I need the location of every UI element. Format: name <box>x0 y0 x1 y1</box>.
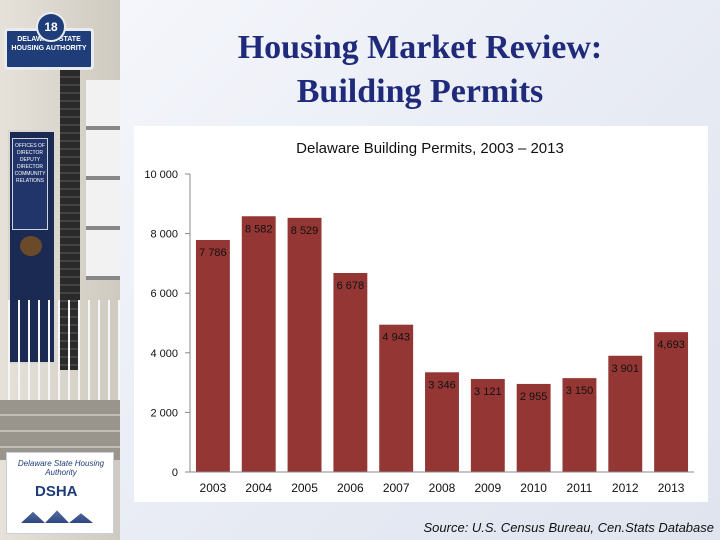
bar-2006 <box>333 272 368 472</box>
building-permits-chart: Delaware Building Permits, 2003 – 2013 0… <box>144 140 694 495</box>
bar-2005 <box>287 217 322 472</box>
window-shutter <box>60 70 80 370</box>
y-tick-label: 10 000 <box>144 169 178 181</box>
slide-title-line2: Building Permits <box>296 73 544 110</box>
slide-title: Housing Market Review: Building Permits <box>130 26 710 114</box>
x-tick-label: 2005 <box>291 481 318 495</box>
data-label-2008: 3 346 <box>428 379 456 391</box>
bar-2012 <box>608 355 643 472</box>
dsha-logo-arc-text: Delaware State Housing Authority <box>17 459 105 477</box>
data-label-2010: 2 955 <box>520 391 548 403</box>
y-tick-label: 4 000 <box>150 348 178 360</box>
x-tick-label: 2013 <box>658 481 685 495</box>
x-tick-label: 2003 <box>200 481 227 495</box>
source-note: Source: U.S. Census Bureau, Cen.Stats Da… <box>423 520 715 535</box>
x-tick-label: 2010 <box>520 481 547 495</box>
y-tick-label: 2 000 <box>150 407 178 419</box>
dsha-logo: Delaware State Housing Authority DSHA <box>6 452 114 534</box>
office-photo: DELAWARE STATE HOUSING AUTHORITY 18 OFFI… <box>0 0 120 540</box>
data-label-2005: 8 529 <box>291 225 319 237</box>
data-label-2009: 3 121 <box>474 386 502 398</box>
logo-houses-icon <box>21 510 93 523</box>
data-label-2006: 6 678 <box>337 280 365 292</box>
data-label-2003: 7 786 <box>199 247 227 259</box>
x-tick-label: 2007 <box>383 481 410 495</box>
data-label-2011: 3 150 <box>566 385 594 397</box>
bar-2004 <box>241 216 276 472</box>
bar-2007 <box>379 324 414 472</box>
data-label-2004: 8 582 <box>245 223 273 235</box>
office-window <box>86 80 120 280</box>
y-tick-label: 6 000 <box>150 288 178 300</box>
dsha-logo-text: DSHA <box>35 483 78 500</box>
bar-2008 <box>425 372 459 472</box>
x-axis: 2003 2004 2005 2006 2007 2008 2009 2010 2011 2012… <box>190 471 694 495</box>
chart-title: Delaware Building Permits, 2003 – 2013 <box>296 140 564 157</box>
bars: 7 786 8 582 8 529 6 678 4 943 3 346 3 121 2 955… <box>195 216 689 472</box>
data-label-2007: 4 943 <box>382 332 410 344</box>
x-tick-label: 2004 <box>245 481 272 495</box>
door-plaque <box>20 236 42 256</box>
slide-title-line1: Housing Market Review: <box>237 29 603 66</box>
x-tick-label: 2011 <box>567 481 593 495</box>
bar-2013 <box>654 332 689 472</box>
porch-steps <box>0 400 120 460</box>
x-tick-label: 2012 <box>612 481 639 495</box>
door-directory-sign: OFFICES OF DIRECTOR DEPUTY DIRECTOR COMM… <box>12 138 48 230</box>
bar-2010 <box>516 383 551 472</box>
data-label-2013: 4,693 <box>657 339 685 351</box>
x-tick-label: 2009 <box>474 481 501 495</box>
y-tick-label: 0 <box>172 467 178 479</box>
bar-2011 <box>562 378 597 472</box>
bar-2009 <box>470 378 505 472</box>
y-tick-label: 8 000 <box>150 229 178 241</box>
y-axis: 0 2 000 4 000 6 000 8 000 10 000 <box>144 169 191 479</box>
bar-2003 <box>195 239 230 472</box>
x-tick-label: 2008 <box>429 481 456 495</box>
x-tick-label: 2006 <box>337 481 364 495</box>
building-number-badge: 18 <box>36 12 66 42</box>
data-label-2012: 3 901 <box>612 363 640 375</box>
